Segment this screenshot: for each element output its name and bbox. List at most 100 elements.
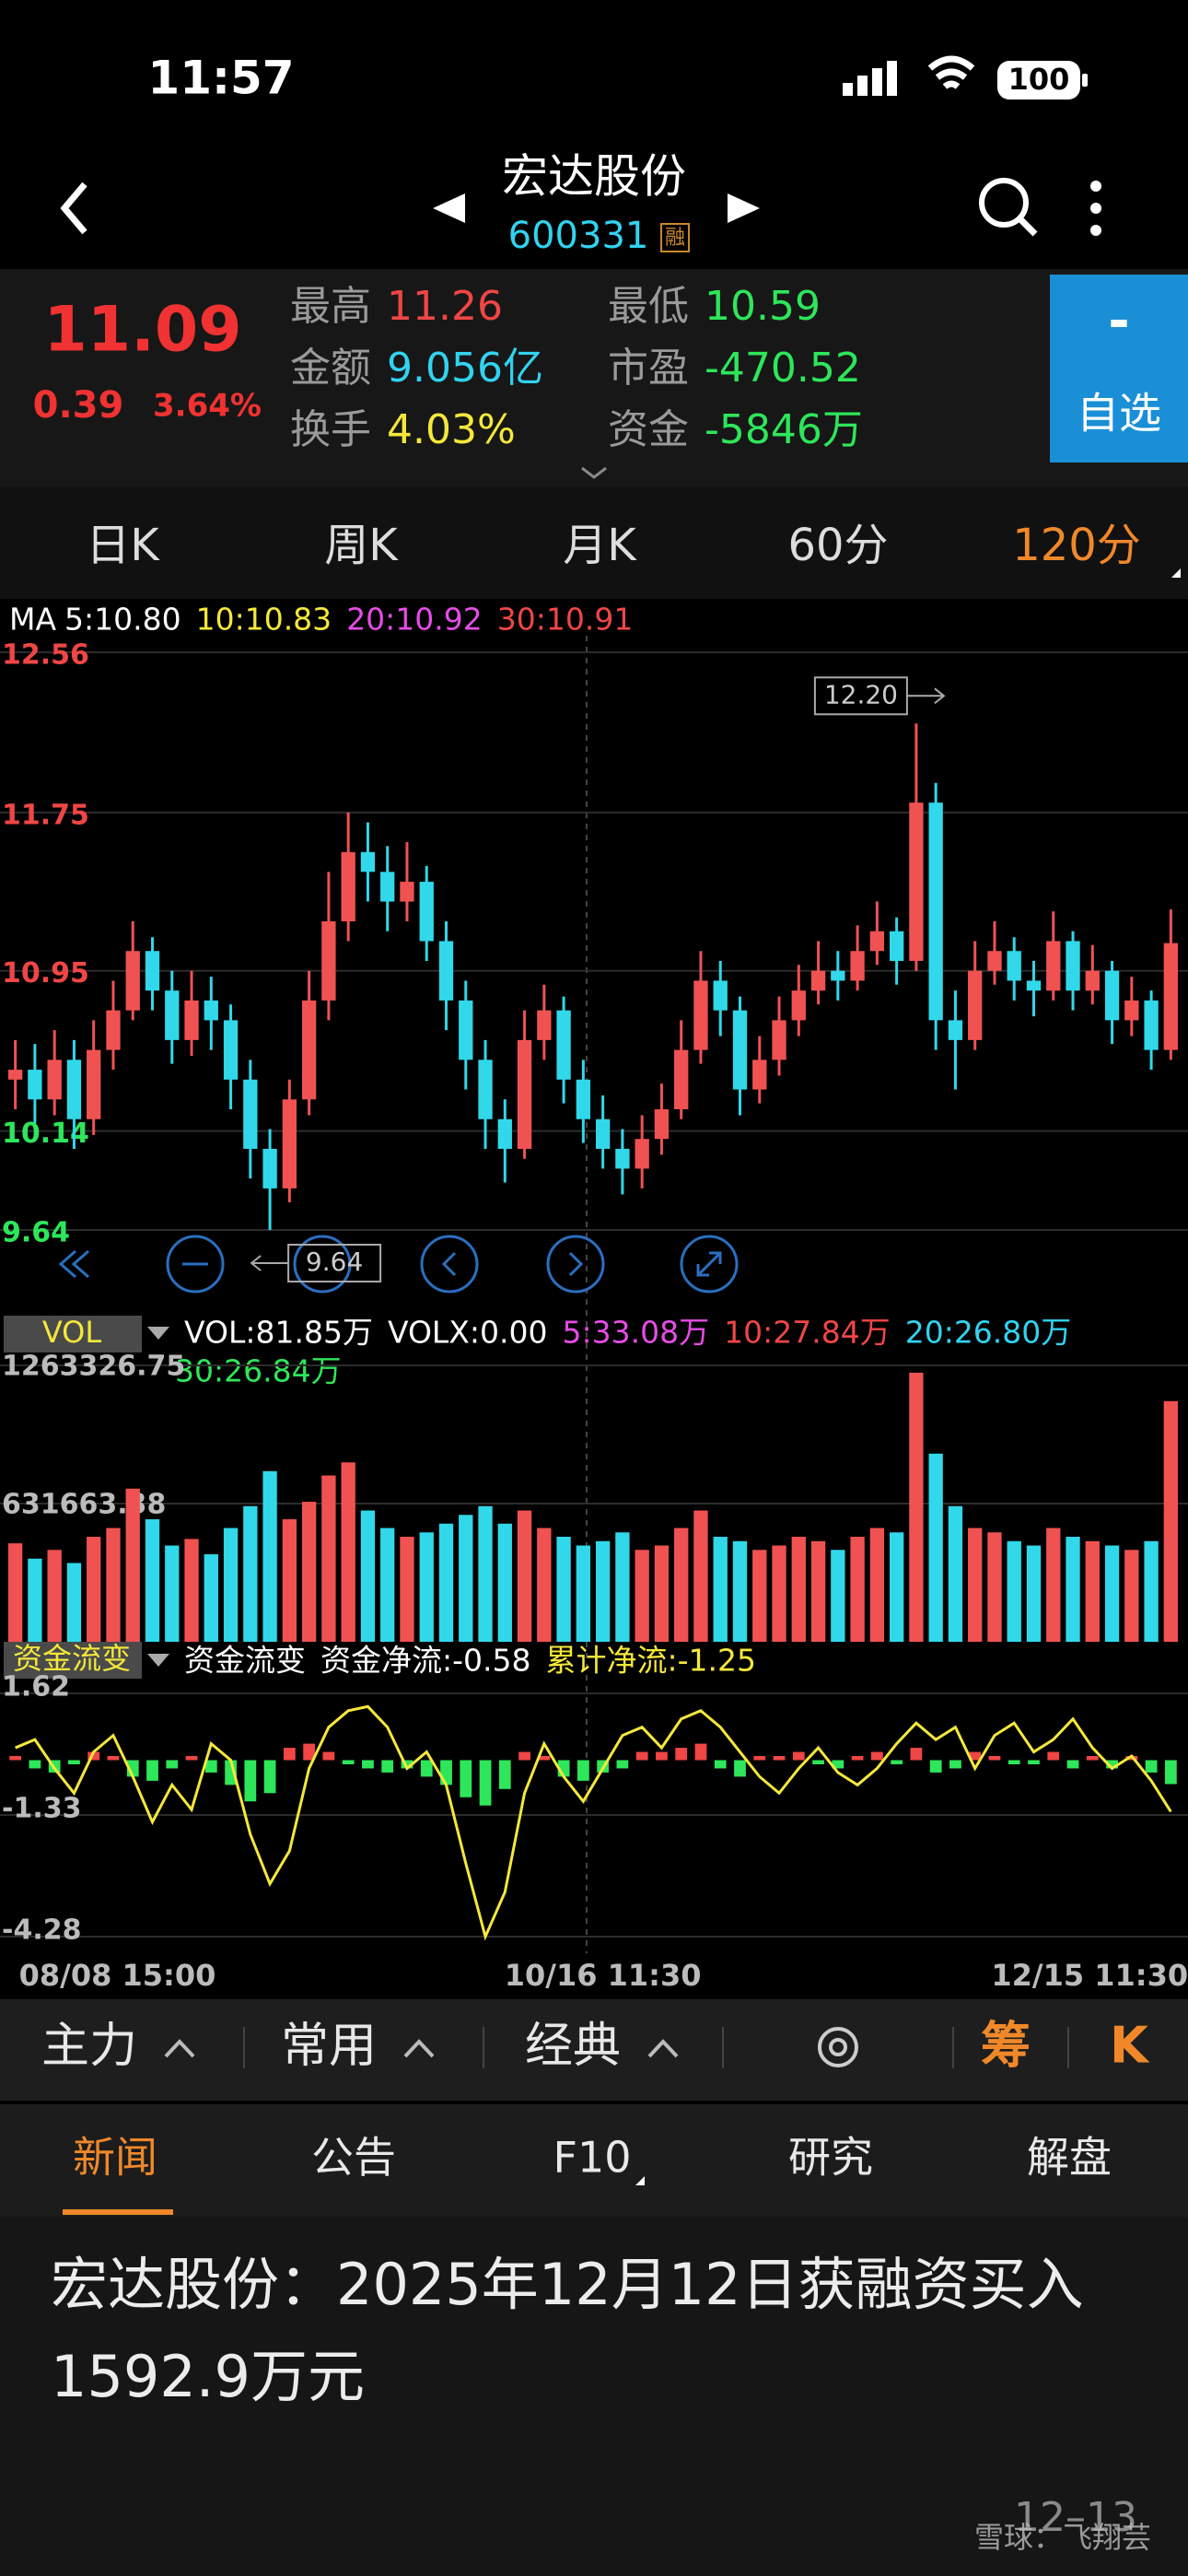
volume-bar (909, 1372, 924, 1642)
flow-bar (812, 1760, 824, 1764)
volume-bar (1104, 1545, 1120, 1642)
news-headline[interactable]: 宏达股份：2025年12月12日获融资买入1592.9万元 (51, 2251, 1084, 2410)
annotation-arrow (250, 1255, 289, 1271)
flow-bar (753, 1756, 766, 1761)
volume-bar (948, 1505, 963, 1642)
candle-body (321, 921, 336, 1001)
candle-body (419, 882, 434, 942)
flow-bar (1164, 1760, 1177, 1785)
legend-item: 10:27.84万 (724, 1315, 891, 1351)
flow-bar (929, 1760, 942, 1773)
period-tab[interactable]: 60分 (787, 520, 888, 571)
tabs-bg (0, 486, 1188, 599)
candle-body (47, 1060, 62, 1100)
news-tab[interactable]: 新闻 (73, 2133, 157, 2183)
candle-body (615, 1148, 630, 1169)
flow-bar (1047, 1751, 1060, 1761)
volume-bar (459, 1515, 473, 1642)
flow-bar (185, 1756, 198, 1761)
panel-menu[interactable] (147, 1654, 169, 1667)
toolbar-item[interactable]: 常用 (281, 2019, 377, 2074)
toolbar-item[interactable]: K (1110, 2017, 1150, 2075)
volume-bar (125, 1488, 140, 1642)
volume-bar (478, 1505, 493, 1642)
zoom-in[interactable] (293, 1235, 352, 1294)
period-tab[interactable]: 120分 (1012, 520, 1141, 571)
news-date: 12–13 (1014, 2494, 1137, 2541)
flow-bar (9, 1756, 22, 1761)
candle-body (106, 1010, 121, 1050)
panel-tag (4, 1316, 142, 1352)
flow-bar (244, 1760, 257, 1802)
settings-button[interactable] (818, 2027, 858, 2067)
flow-bar (479, 1760, 492, 1806)
expand-arrow[interactable] (581, 466, 607, 479)
toolbar-caret (403, 2039, 435, 2058)
step-right[interactable] (546, 1235, 605, 1294)
candle-body (400, 882, 414, 902)
panel-menu[interactable] (147, 1327, 169, 1340)
flow-bar (498, 1760, 511, 1789)
flow-bar (107, 1756, 120, 1761)
stock-name: 宏达股份 (502, 150, 686, 204)
volume-bar (204, 1554, 218, 1642)
watchlist-button[interactable] (1050, 275, 1188, 463)
zoom-out[interactable] (166, 1235, 225, 1294)
tab-corner (635, 2176, 645, 2185)
battery-tip (1082, 74, 1088, 87)
next-stock[interactable] (728, 193, 760, 223)
volume-bar (47, 1550, 62, 1642)
toolbar-item[interactable]: 经典 (525, 2019, 621, 2074)
flow-bar (420, 1760, 433, 1777)
flow-bar (303, 1743, 316, 1761)
news-tab[interactable]: 研究 (788, 2133, 873, 2183)
news-tab[interactable]: F10 (553, 2133, 632, 2183)
period-tab[interactable]: 月K (563, 520, 637, 571)
toolbar-item[interactable]: 主力 (41, 2019, 137, 2074)
candle-body (556, 1010, 571, 1080)
candle-body (145, 951, 160, 991)
news-tab[interactable]: 解盘 (1027, 2133, 1112, 2183)
x-tick-label: 08/08 15:00 (19, 1958, 216, 1993)
candle-body (184, 1000, 199, 1040)
field-value: -5846万 (705, 406, 863, 453)
annotation: 9.64 (306, 1247, 363, 1277)
step-left[interactable] (420, 1235, 479, 1294)
toolbar-item[interactable]: 筹 (981, 2017, 1031, 2075)
fullscreen[interactable] (680, 1235, 739, 1294)
volume-bar (595, 1540, 611, 1642)
flow-bar (146, 1760, 158, 1781)
y-tick-label: 11.75 (2, 799, 89, 831)
news-bg (0, 2217, 1188, 2576)
candle-body (693, 980, 708, 1050)
margin-badge-box (660, 223, 690, 252)
news-tab[interactable]: 公告 (311, 2133, 396, 2183)
active-tab-underline (63, 2209, 173, 2215)
flow-bar (656, 1751, 668, 1761)
volume-bar (615, 1532, 630, 1642)
candle-body (1104, 970, 1120, 1021)
legend-item: 20:10.92 (346, 602, 483, 638)
period-tab[interactable]: 日K (86, 520, 160, 571)
period-tab[interactable]: 周K (324, 520, 399, 571)
candle-body (831, 970, 845, 981)
candle-body (243, 1079, 258, 1149)
back-button[interactable] (60, 181, 87, 235)
more-button[interactable] (1090, 181, 1101, 236)
volume-bar (145, 1519, 160, 1642)
volume-bar (1163, 1400, 1179, 1642)
volume-bar (1124, 1550, 1139, 1642)
volume-bar (282, 1519, 297, 1642)
toolbar: 主力 常用 经典 筹 K (41, 2017, 1150, 2075)
prev-stock[interactable] (433, 193, 465, 223)
candle-body (125, 951, 140, 1011)
panel-tag (4, 1642, 142, 1679)
volume-bar (66, 1563, 82, 1642)
y-tick-label: 10.95 (2, 957, 89, 989)
field-label: 资金 (608, 406, 689, 453)
scroll-left[interactable] (58, 1249, 89, 1279)
search-button[interactable] (979, 178, 1029, 228)
y-tick-label: 631663.38 (2, 1489, 166, 1521)
candle-body (869, 931, 885, 952)
flow-bar (283, 1748, 296, 1761)
